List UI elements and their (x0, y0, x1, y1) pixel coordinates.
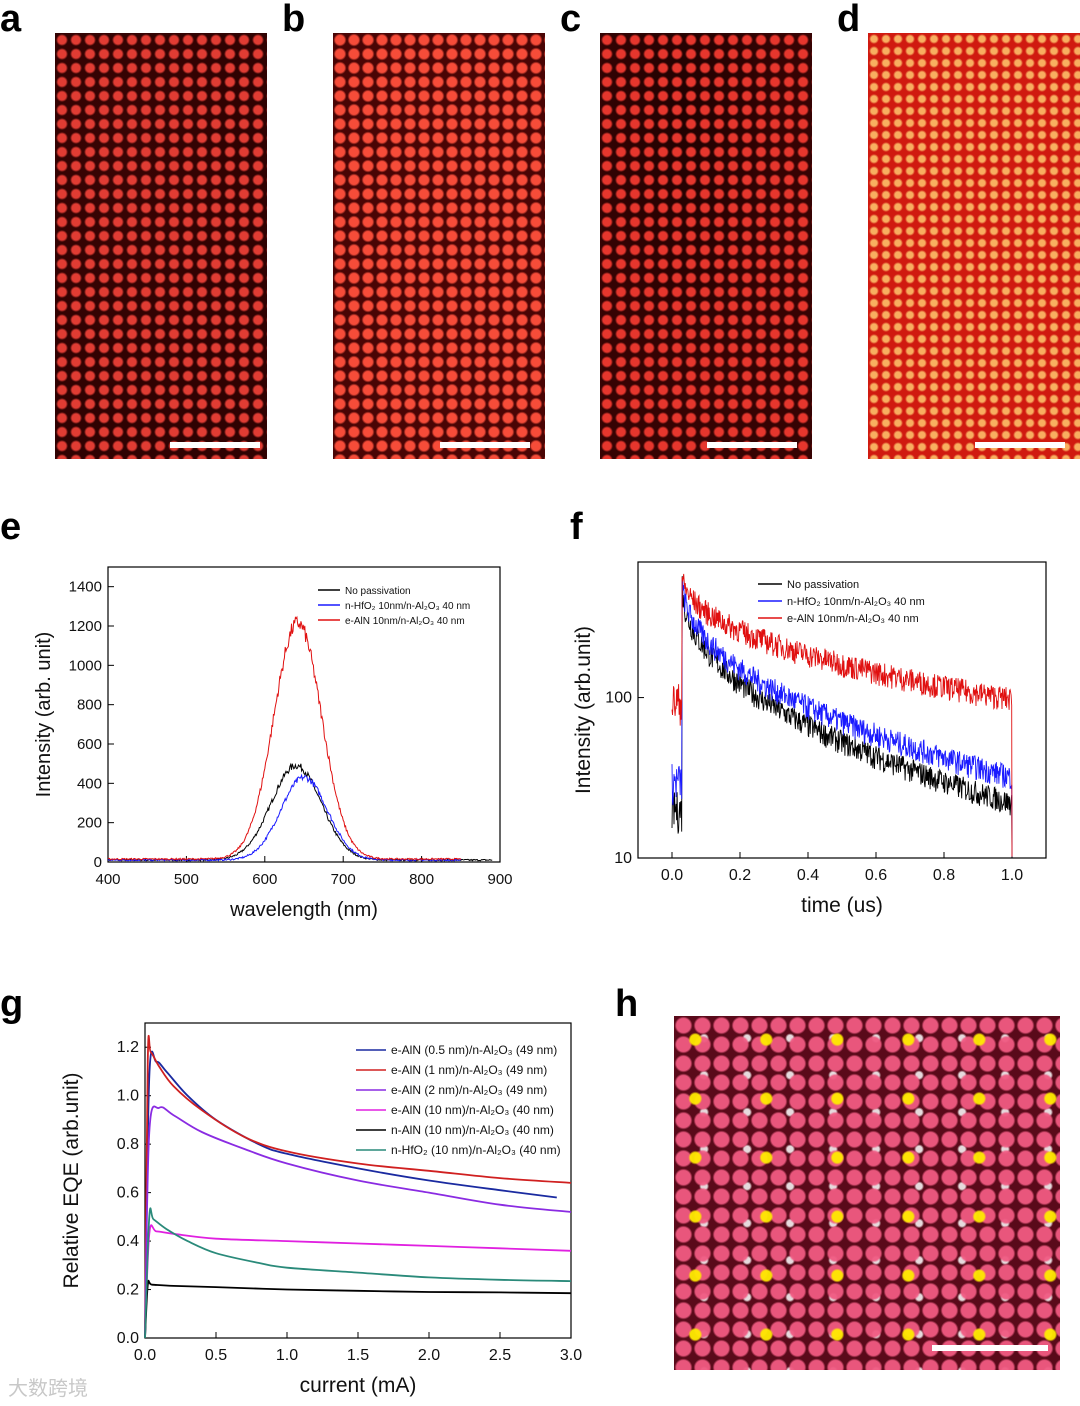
x-tick-label: 0.2 (729, 867, 751, 884)
scale-bar-h (932, 1345, 1048, 1351)
series-line-4 (144, 1279, 572, 1339)
x-axis-label: wavelength (nm) (229, 899, 378, 921)
micrograph-c (600, 33, 812, 459)
x-tick-label: 0.8 (933, 867, 955, 884)
x-tick-label: 500 (174, 871, 199, 888)
series-line-5 (144, 1207, 572, 1339)
y-tick-label: 0 (94, 854, 102, 871)
y-tick-label: 0.2 (117, 1282, 139, 1299)
y-tick-label: 400 (77, 775, 102, 792)
panel-label-h: h (615, 983, 639, 1025)
y-axis-label: Intensity (arb.unit) (572, 626, 595, 794)
series-line-1 (107, 773, 462, 862)
plot-frame (637, 561, 1047, 859)
y-tick-label: 800 (77, 697, 102, 714)
legend-entry: n-HfO₂ 10nm/n-Al₂O₃ 40 nm (345, 601, 470, 612)
panel-label-c: c (560, 0, 582, 40)
y-tick-label: 200 (77, 815, 102, 832)
scale-bar-a (170, 442, 260, 448)
legend-entry: e-AlN 10nm/n-Al₂O₃ 40 nm (345, 616, 465, 627)
x-axis-label: time (us) (801, 894, 883, 917)
legend-entry: No passivation (787, 579, 859, 591)
y-tick-label: 1.2 (117, 1039, 139, 1056)
series-line-0 (671, 576, 1013, 857)
series-line-2 (144, 1105, 572, 1339)
micrograph-b (333, 33, 545, 459)
panel-label-b: b (282, 0, 306, 40)
x-tick-label: 2.0 (418, 1347, 440, 1364)
y-tick-label: 10 (614, 850, 632, 867)
chart-g-relative-eqe: 0.0 0.5 1.0 1.5 2.0 2.5 3.0 0.0 0.2 0.4 0.6 0.8 1.0 1… (60, 1022, 582, 1397)
panel-label-g: g (0, 983, 24, 1025)
y-tick-label: 0.6 (117, 1185, 139, 1202)
legend-entry: e-AlN 10nm/n-Al₂O₃ 40 nm (787, 613, 919, 625)
scale-bar-c (707, 442, 797, 448)
micrograph-a (55, 33, 267, 459)
x-tick-label: 0.0 (661, 867, 683, 884)
legend-entry: e-AlN (10 nm)/n-Al₂O₃ (40 nm) (391, 1103, 554, 1117)
x-axis-label: current (mA) (300, 1374, 417, 1397)
x-tick-label: 0.0 (134, 1347, 156, 1364)
legend-entry: e-AlN (1 nm)/n-Al₂O₃ (49 nm) (391, 1063, 547, 1077)
y-tick-label: 0.8 (117, 1136, 139, 1153)
micrograph-d (868, 33, 1080, 459)
x-tick-label: 0.4 (797, 867, 819, 884)
watermark-text: 大数跨境 (8, 1376, 88, 1400)
y-axis-label: Relative EQE (arb.unit) (60, 1073, 83, 1289)
x-tick-label: 900 (487, 871, 512, 888)
plot-frame (107, 566, 501, 863)
series-line-1 (671, 579, 1013, 857)
y-tick-label: 100 (605, 690, 632, 707)
y-tick-label: 0.0 (117, 1330, 139, 1347)
legend-entry: n-HfO₂ (10 nm)/n-Al₂O₃ (40 nm) (391, 1143, 561, 1157)
legend-entry: e-AlN (0.5 nm)/n-Al₂O₃ (49 nm) (391, 1043, 557, 1057)
x-tick-label: 2.5 (489, 1347, 511, 1364)
y-tick-label: 1200 (69, 618, 102, 635)
legend-entry: No passivation (345, 586, 411, 597)
x-tick-label: 1.5 (347, 1347, 369, 1364)
panel-label-f: f (570, 506, 583, 548)
y-axis-label: Intensity (arb. unit) (33, 632, 55, 798)
y-tick-label: 1000 (69, 657, 102, 674)
scale-bar-d (975, 442, 1065, 448)
y-tick-label: 0.4 (117, 1233, 139, 1250)
chart-f-decay-curves: 0.0 0.2 0.4 0.6 0.8 1.0 10 100 time (us) Intensit… (572, 561, 1047, 917)
y-tick-label: 1400 (69, 579, 102, 596)
series-line-3 (144, 1224, 572, 1339)
y-tick-label: 1.0 (117, 1088, 139, 1105)
legend-entry: n-HfO₂ 10nm/n-Al₂O₃ 40 nm (787, 596, 925, 608)
x-tick-label: 800 (409, 871, 434, 888)
x-tick-label: 1.0 (276, 1347, 298, 1364)
legend-entry: e-AlN (2 nm)/n-Al₂O₃ (49 nm) (391, 1083, 547, 1097)
panel-label-d: d (837, 0, 861, 40)
series-line-1 (144, 1034, 572, 1339)
panel-label-e: e (0, 506, 22, 548)
x-tick-label: 0.5 (205, 1347, 227, 1364)
series-line-2 (671, 573, 1013, 857)
x-tick-label: 400 (95, 871, 120, 888)
scale-bar-b (440, 442, 530, 448)
x-tick-label: 0.6 (865, 867, 887, 884)
x-tick-label: 1.0 (1001, 867, 1023, 884)
x-tick-label: 700 (331, 871, 356, 888)
micrograph-h (674, 1016, 1060, 1370)
panel-label-a: a (0, 0, 22, 40)
legend-entry: n-AlN (10 nm)/n-Al₂O₃ (40 nm) (391, 1123, 554, 1137)
series-line-2 (107, 615, 462, 861)
x-tick-label: 600 (252, 871, 277, 888)
chart-e-emission-spectra: 400 500 600 700 800 900 0 200 400 600 800 1000 1200 1… (33, 566, 513, 921)
y-tick-label: 600 (77, 736, 102, 753)
x-tick-label: 3.0 (560, 1347, 582, 1364)
